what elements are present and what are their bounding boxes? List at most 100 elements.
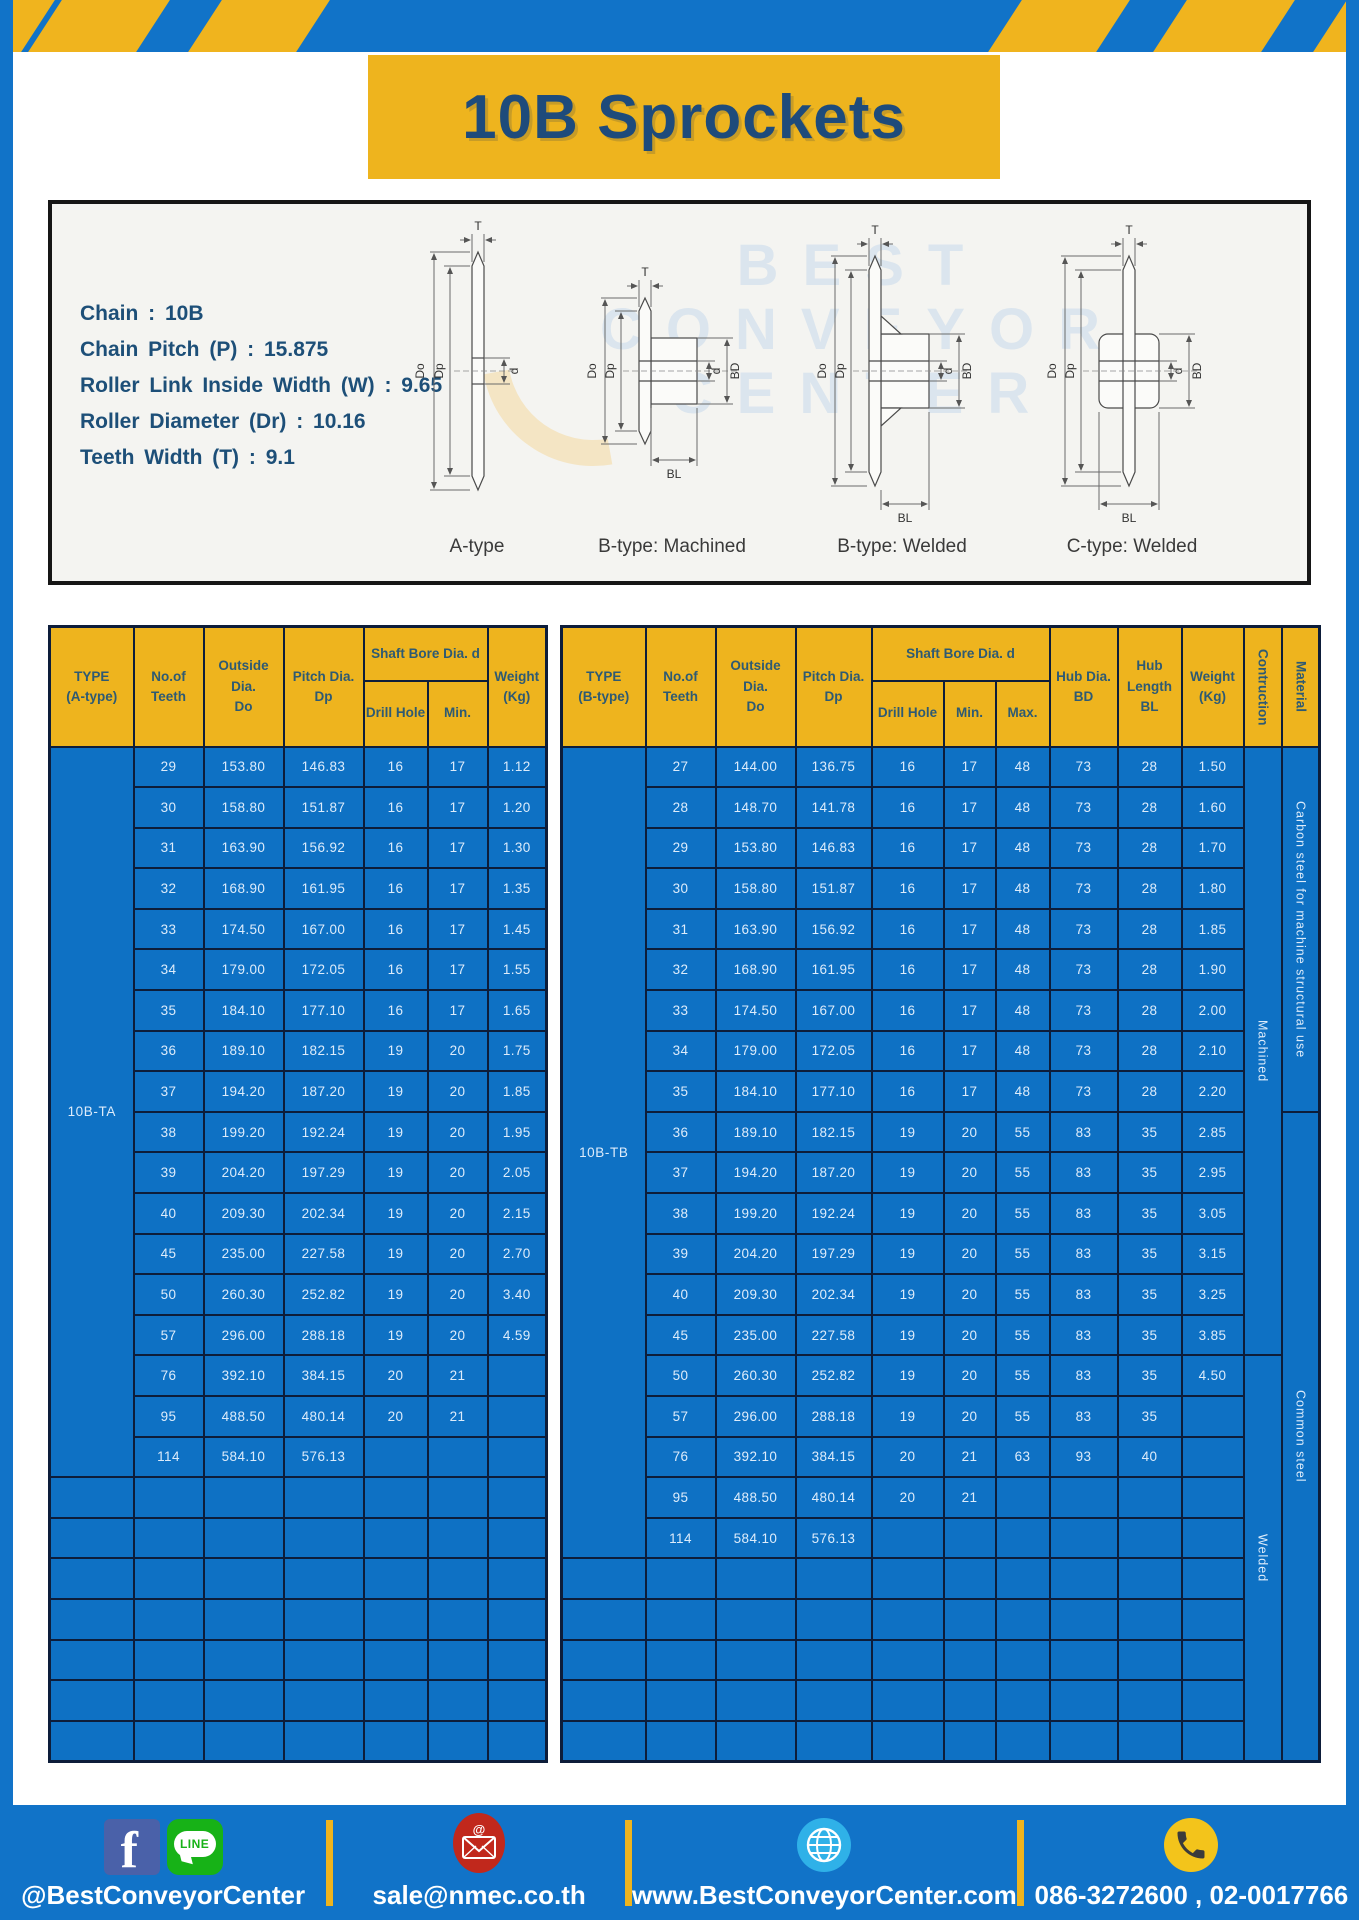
table-row: 34 179.00 172.05 16 17 1.55 (50, 948, 548, 992)
table-cell (1116, 1597, 1183, 1641)
table-row: 40 209.30 202.34 19 20 55 83 35 3.25 (562, 1273, 1320, 1316)
table-cell: 1.75 (486, 1029, 548, 1073)
table-cell: 184.10 (714, 1070, 797, 1113)
col-header-hub-dia: Hub Dia. BD (1048, 625, 1119, 748)
footer-website: www.BestConveyorCenter.com (632, 1805, 1017, 1920)
table-cell (714, 1679, 797, 1722)
hazard-stripe (1149, 0, 1299, 52)
table-cell: 172.05 (794, 1029, 873, 1073)
table-cell (362, 1638, 429, 1682)
title-banner: 10B Sprockets (368, 55, 1000, 179)
table-cell: 20 (426, 1313, 489, 1357)
table-cell: 114 (132, 1435, 205, 1479)
table-cell: 48 (994, 989, 1051, 1032)
table-cell: 187.20 (794, 1151, 873, 1195)
table-row: 76 392.10 384.15 20 21 63 93 40 (562, 1435, 1320, 1479)
col-header-min: Min. (426, 679, 489, 748)
table-cell: 19 (362, 1273, 429, 1316)
table-row: 33 174.50 167.00 16 17 48 73 28 2.00 (562, 989, 1320, 1032)
table-cell: 40 (132, 1192, 205, 1235)
table-cell (942, 1638, 997, 1682)
table-row: 34 179.00 172.05 16 17 48 73 28 2.10 (562, 1029, 1320, 1073)
table-cell: 179.00 (202, 948, 285, 992)
table-cell: 20 (426, 1232, 489, 1276)
table-cell (1048, 1719, 1119, 1763)
table-cell: 30 (132, 786, 205, 829)
table-cell: 148.70 (714, 786, 797, 829)
table-cell: 584.10 (202, 1435, 285, 1479)
table-cell: 1.45 (486, 907, 548, 951)
globe-icon (794, 1815, 854, 1875)
table-row: 38 199.20 192.24 19 20 1.95 (50, 1110, 548, 1154)
table-cell: 21 (942, 1476, 997, 1519)
table-row: 39 204.20 197.29 19 20 55 83 35 3.15 (562, 1232, 1320, 1276)
table-cell: 16 (362, 786, 429, 829)
table-cell: 16 (362, 907, 429, 951)
col-header-outside-dia: Outside Dia. Do (714, 625, 797, 748)
table-row: 40 209.30 202.34 19 20 2.15 (50, 1192, 548, 1235)
table-cell (870, 1516, 945, 1560)
col-header-shaft-bore: Shaft Bore Dia. d (870, 625, 1051, 682)
table-cell: 73 (1048, 907, 1119, 951)
table-cell (1180, 1557, 1245, 1600)
table-row: 10B-TB 27 144.00 136.75 16 17 48 73 28 1.50 Machin… (560, 745, 1321, 1560)
table-cell (48, 1557, 135, 1600)
hazard-stripe (984, 0, 1134, 52)
spec-line-roller-dia: Roller Diameter (Dr) : 10.16 (80, 410, 366, 433)
table-cell: 57 (644, 1395, 717, 1438)
table-cell: 30 (644, 867, 717, 910)
table-cell: 19 (362, 1070, 429, 1113)
table-cell: 296.00 (202, 1313, 285, 1357)
phone-icon (1161, 1815, 1221, 1875)
table-cell (486, 1719, 548, 1763)
table-row-empty (48, 1679, 548, 1722)
table-cell: 146.83 (282, 745, 365, 789)
table-cell: 3.85 (1180, 1313, 1245, 1357)
table-row: 32 168.90 161.95 16 17 1.35 (50, 867, 548, 910)
table-cell: 1.85 (486, 1070, 548, 1113)
table-row: 31 163.90 156.92 16 17 48 73 28 1.85 (562, 907, 1320, 951)
table-cell (1180, 1435, 1245, 1479)
table-cell: 28 (1116, 1070, 1183, 1113)
table-cell (794, 1597, 873, 1641)
table-cell (132, 1557, 205, 1600)
dim-label-t: T (474, 219, 482, 233)
table-cell (870, 1719, 945, 1763)
table-cell (644, 1557, 717, 1600)
table-cell (714, 1638, 797, 1682)
table-cell: 20 (362, 1354, 429, 1397)
table-cell: 1.12 (486, 745, 548, 789)
table-cell: 28 (1116, 907, 1183, 951)
b-type-welded-drawing: T Do Dp d BD BL (817, 223, 974, 525)
col-header-weight: Weight (Kg) (486, 625, 548, 748)
table-cell: 20 (870, 1476, 945, 1519)
table-cell: 55 (994, 1232, 1051, 1276)
table-cell (1180, 1395, 1245, 1438)
table-cell: 20 (942, 1395, 997, 1438)
table-cell (362, 1516, 429, 1560)
table-cell (48, 1719, 135, 1763)
table-cell: 83 (1048, 1110, 1119, 1154)
table-cell (870, 1597, 945, 1641)
table-cell: 19 (362, 1151, 429, 1195)
spec-line-teeth-width: Teeth Width (T) : 9.1 (80, 446, 295, 469)
table-cell (362, 1557, 429, 1600)
table-cell: 55 (994, 1273, 1051, 1316)
dim-label-d: d (507, 368, 521, 375)
table-cell (794, 1679, 873, 1722)
table-cell: 189.10 (714, 1110, 797, 1154)
type-label: 10B-TA (48, 745, 135, 1479)
footer-social-handle: @BestConveyorCenter (21, 1880, 306, 1910)
svg-text:@: @ (473, 1822, 486, 1837)
table-row-empty (560, 1597, 1320, 1641)
page-title: 10B Sprockets (462, 82, 906, 152)
table-cell: 28 (1116, 867, 1183, 910)
sprocket-table-b-type: TYPE (B-type) No.of Teeth Outside Dia. D… (560, 625, 1321, 1763)
table-cell (486, 1354, 548, 1397)
col-header-pitch-dia: Pitch Dia. Dp (282, 625, 365, 748)
table-cell: 2.00 (1180, 989, 1245, 1032)
table-cell: 50 (132, 1273, 205, 1316)
chain-spec-list: Chain : 10B Chain Pitch (P) : 15.875 Rol… (80, 296, 442, 476)
table-cell (942, 1597, 997, 1641)
diagram-label-c-welded: C-type: Welded (1066, 536, 1198, 557)
